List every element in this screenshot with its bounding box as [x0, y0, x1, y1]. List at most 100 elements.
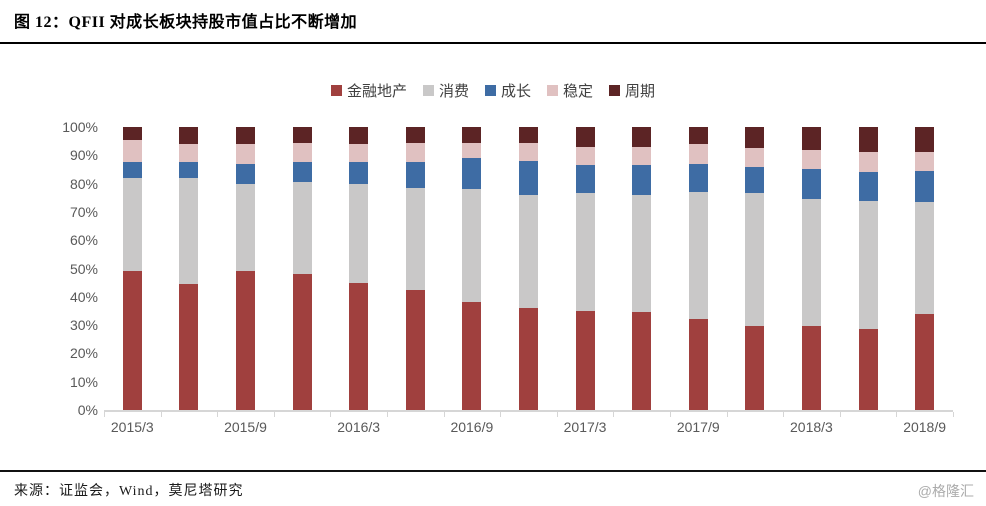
bar-slot — [896, 127, 953, 410]
axis-tick — [896, 412, 898, 417]
bar-slot — [330, 127, 387, 410]
bar-segment-稳定 — [349, 143, 369, 163]
x-tick-label: 2017/9 — [676, 419, 720, 435]
stacked-bar-2017/12 — [745, 127, 765, 410]
bar-segment-消费 — [518, 194, 538, 309]
bar-segment-周期 — [349, 127, 369, 144]
bar-segment-成长 — [858, 172, 878, 201]
stacked-bar-2015/12 — [292, 127, 312, 410]
y-tick-label: 0% — [77, 402, 98, 418]
y-tick-label: 70% — [69, 203, 98, 220]
y-tick-label: 10% — [69, 373, 98, 390]
axis-tick — [669, 412, 671, 417]
x-tick-label: 2015/3 — [110, 419, 154, 435]
bar-segment-周期 — [575, 127, 595, 147]
x-tick-label: 2018/9 — [903, 419, 947, 435]
y-tick-label: 60% — [69, 232, 98, 249]
x-axis-ticks — [104, 412, 954, 417]
y-tick-label: 80% — [69, 175, 98, 192]
bar-segment-稳定 — [915, 152, 935, 171]
bar-slot — [161, 127, 218, 410]
bar-segment-金融地产 — [858, 329, 878, 410]
bar-slot — [444, 127, 501, 410]
axis-tick — [783, 412, 785, 417]
bar-segment-消费 — [858, 200, 878, 330]
axis-tick — [500, 412, 502, 417]
legend-swatch-icon — [422, 85, 434, 96]
legend-item-3: 稳定 — [547, 80, 593, 101]
stacked-bar-2015/3 — [122, 127, 142, 410]
bar-segment-周期 — [858, 127, 878, 153]
legend-swatch-icon — [609, 85, 621, 96]
figure-title: 图 12：QFII 对成长板块持股市值占比不断增加 — [14, 14, 358, 31]
bar-segment-消费 — [801, 199, 821, 327]
bar-segment-金融地产 — [349, 282, 369, 410]
axis-tick — [217, 412, 219, 417]
bar-segment-消费 — [122, 177, 142, 272]
bar-segment-金融地产 — [518, 308, 538, 410]
bar-segment-消费 — [349, 183, 369, 283]
legend-item-1: 消费 — [422, 80, 469, 101]
source-note: 来源：证监会，Wind，莫尼塔研究 — [14, 484, 244, 499]
stacked-bar-2015/9 — [235, 127, 255, 410]
bar-segment-金融地产 — [632, 312, 652, 410]
y-tick-label: 40% — [69, 288, 98, 305]
bar-segment-消费 — [235, 183, 255, 272]
bar-slot — [104, 127, 161, 410]
bar-segment-金融地产 — [801, 326, 821, 410]
bar-segment-成长 — [122, 162, 142, 178]
bar-segment-成长 — [235, 163, 255, 184]
stacked-bar-2016/6 — [405, 127, 425, 410]
x-tick-label — [274, 419, 331, 435]
bar-segment-稳定 — [575, 146, 595, 166]
bar-segment-金融地产 — [688, 319, 708, 410]
bar-segment-稳定 — [462, 142, 482, 159]
stacked-bar-2017/3 — [575, 127, 595, 410]
bar-segment-稳定 — [292, 142, 312, 163]
bar-segment-成长 — [179, 162, 199, 178]
bar-slot — [274, 127, 331, 410]
legend-item-2: 成长 — [484, 80, 531, 101]
bar-segment-成长 — [349, 162, 369, 184]
stacked-bar-2016/3 — [349, 127, 369, 410]
bar-slot — [613, 127, 670, 410]
bar-segment-稳定 — [235, 143, 255, 164]
legend-label: 周期 — [625, 84, 656, 100]
x-tick-label: 2016/3 — [337, 419, 381, 435]
legend-swatch-icon — [484, 85, 496, 96]
stacked-bar-2017/9 — [688, 127, 708, 410]
legend-label: 消费 — [438, 84, 469, 100]
bar-segment-消费 — [575, 193, 595, 311]
bar-segment-金融地产 — [575, 310, 595, 410]
bar-slot — [557, 127, 614, 410]
bar-slot — [727, 127, 784, 410]
bar-segment-周期 — [235, 127, 255, 144]
stacked-bar-2016/12 — [518, 127, 538, 410]
stacked-bar-2018/9 — [915, 127, 935, 410]
bar-segment-成长 — [688, 163, 708, 193]
bar-segment-稳定 — [745, 148, 765, 167]
x-tick-label — [727, 419, 784, 435]
bar-segment-消费 — [462, 189, 482, 303]
bar-segment-周期 — [801, 127, 821, 150]
bar-segment-周期 — [518, 127, 538, 143]
bar-segment-周期 — [632, 127, 652, 147]
axis-tick — [160, 412, 162, 417]
axis-tick — [556, 412, 558, 417]
bars-container — [104, 127, 953, 410]
stacked-bar-2018/6 — [858, 127, 878, 410]
bar-slot — [500, 127, 557, 410]
bar-segment-周期 — [745, 127, 765, 149]
bar-segment-成长 — [462, 158, 482, 190]
bar-segment-金融地产 — [122, 271, 142, 410]
axis-tick — [273, 412, 275, 417]
bar-segment-成长 — [632, 165, 652, 195]
x-tick-label — [840, 419, 897, 435]
bar-segment-消费 — [688, 192, 708, 320]
axis-tick — [104, 412, 105, 417]
bar-segment-消费 — [915, 201, 935, 314]
x-tick-label: 2017/3 — [563, 419, 607, 435]
legend-item-4: 周期 — [609, 80, 655, 101]
plot-area — [104, 127, 953, 412]
bar-segment-成长 — [292, 162, 312, 183]
